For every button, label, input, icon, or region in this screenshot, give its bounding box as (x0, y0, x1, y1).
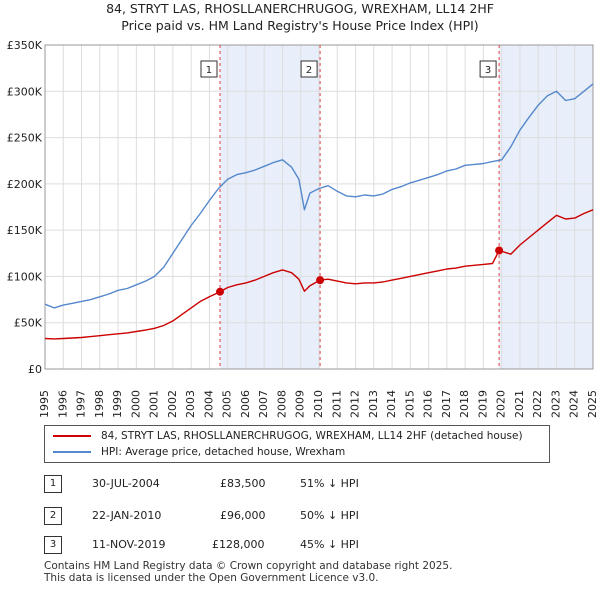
x-tick-label: 2005 (221, 390, 234, 418)
x-tick-label: 2010 (312, 390, 325, 418)
transaction-date: 11-NOV-2019 (92, 538, 166, 551)
transaction-hpi: 51% ↓ HPI (300, 477, 359, 490)
y-tick-label: £350K (7, 39, 43, 52)
transaction-number: 2 (44, 507, 62, 525)
y-tick-label: £50K (14, 317, 43, 330)
x-tick-label: 1999 (111, 390, 124, 418)
marker-label: 3 (485, 65, 491, 76)
transaction-number: 1 (44, 475, 62, 493)
marker-label: 2 (306, 65, 312, 76)
x-tick-label: 2008 (275, 390, 288, 418)
x-tick-label: 2019 (476, 390, 489, 418)
x-tick-label: 2018 (458, 390, 471, 418)
transaction-price: £96,000 (220, 509, 266, 522)
transaction-date: 30-JUL-2004 (92, 477, 160, 490)
y-tick-label: £250K (7, 132, 43, 145)
x-tick-label: 2009 (294, 390, 307, 418)
y-tick-label: £300K (7, 85, 43, 98)
x-tick-label: 2006 (239, 390, 252, 418)
x-tick-label: 2001 (148, 390, 161, 418)
legend-item-hpi: HPI: Average price, detached house, Wrex… (53, 444, 345, 460)
x-tick-label: 2014 (385, 390, 398, 418)
x-tick-label: 2020 (495, 390, 508, 418)
x-tick-label: 1996 (56, 390, 69, 418)
legend-swatch-hpi (53, 451, 91, 453)
footer-line-copyright: Contains HM Land Registry data © Crown c… (44, 560, 453, 572)
transaction-date: 22-JAN-2010 (92, 509, 162, 522)
x-tick-label: 2011 (330, 390, 343, 418)
x-tick-label: 2016 (422, 390, 435, 418)
legend-label-hpi: HPI: Average price, detached house, Wrex… (101, 446, 346, 458)
transaction-price: £83,500 (220, 477, 266, 490)
x-tick-label: 2012 (349, 390, 362, 418)
x-tick-label: 1995 (38, 390, 51, 418)
transaction-hpi: 45% ↓ HPI (300, 538, 359, 551)
marker-label-box (200, 60, 218, 78)
y-tick-label: £100K (7, 270, 43, 283)
chart-title-address: 84, STRYT LAS, RHOSLLANERCHRUGOG, WREXHA… (106, 1, 494, 16)
x-tick-label: 2004 (202, 390, 215, 418)
copyright-footer: Contains HM Land Registry data © Crown c… (44, 560, 452, 584)
sale-point (495, 246, 504, 255)
x-tick-label: 2023 (549, 390, 562, 418)
x-tick-label: 2021 (513, 390, 526, 418)
sale-point (316, 276, 325, 285)
shaded-span (499, 45, 593, 369)
legend-label-property: 84, STRYT LAS, RHOSLLANERCHRUGOG, WREXHA… (101, 430, 523, 442)
x-tick-label: 1997 (75, 390, 88, 418)
x-tick-label: 2022 (531, 390, 544, 418)
marker-label: 1 (206, 65, 212, 76)
x-tick-label: 2000 (129, 390, 142, 418)
legend-item-property: 84, STRYT LAS, RHOSLLANERCHRUGOG, WREXHA… (53, 428, 523, 444)
x-tick-label: 2017 (440, 390, 453, 418)
x-tick-label: 1998 (93, 390, 106, 418)
plot-frame (44, 44, 594, 370)
sale-point (215, 287, 224, 296)
chart-legend: 84, STRYT LAS, RHOSLLANERCHRUGOG, WREXHA… (44, 425, 550, 463)
transaction-number: 3 (44, 536, 62, 554)
series-line (44, 83, 594, 309)
legend-swatch-property (53, 435, 91, 437)
x-tick-label: 2007 (257, 390, 270, 418)
footer-line-licence: This data is licensed under the Open Gov… (44, 572, 379, 584)
y-tick-label: £200K (7, 178, 43, 191)
y-tick-label: £150K (7, 224, 43, 237)
transaction-hpi: 50% ↓ HPI (300, 509, 359, 522)
x-tick-label: 2025 (586, 390, 599, 418)
x-tick-label: 2024 (568, 390, 581, 418)
marker-label-box (300, 60, 318, 78)
y-tick-label: £0 (28, 363, 42, 376)
x-tick-label: 2003 (184, 390, 197, 418)
x-tick-label: 2002 (166, 390, 179, 418)
x-tick-label: 2013 (367, 390, 380, 418)
marker-label-box (479, 60, 497, 78)
chart-title-subtitle: Price paid vs. HM Land Registry's House … (121, 18, 479, 33)
x-tick-label: 2015 (403, 390, 416, 418)
transaction-price: £128,000 (212, 538, 265, 551)
price-chart: £0 £50K £100K £150K £200K £250K £300K £350K 1995… (7, 39, 599, 418)
